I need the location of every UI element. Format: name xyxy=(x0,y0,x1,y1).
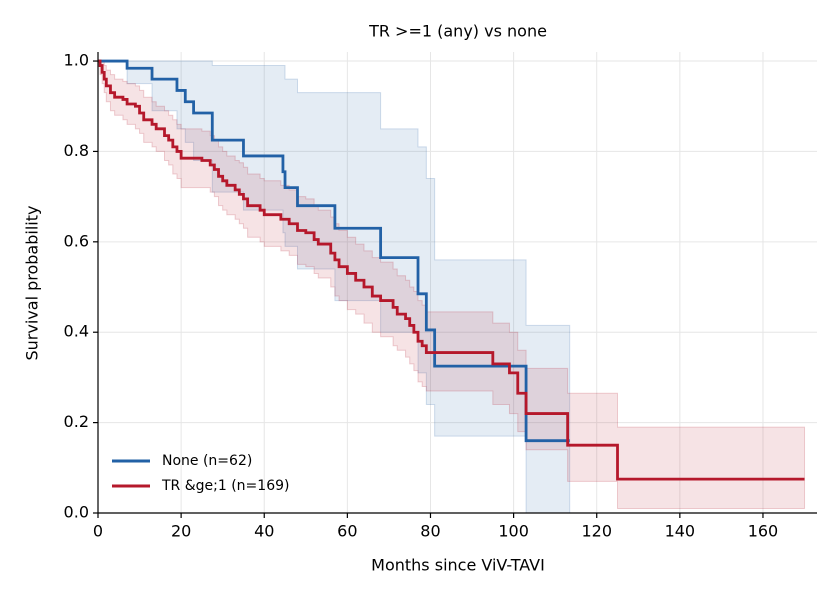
chart-title: TR >=1 (any) vs none xyxy=(368,22,547,41)
y-tick-label: 1.0 xyxy=(64,51,89,70)
x-tick-label: 140 xyxy=(665,522,696,541)
grid xyxy=(97,52,817,514)
y-tick-label: 0.0 xyxy=(64,503,89,522)
x-tick-label: 40 xyxy=(254,522,274,541)
survival-line xyxy=(98,59,570,443)
x-tick-label: 20 xyxy=(171,522,191,541)
x-tick-label: 60 xyxy=(337,522,357,541)
y-tick-label: 0.2 xyxy=(64,412,89,431)
y-axis-label: Survival probability xyxy=(23,206,42,361)
y-tick-label: 0.6 xyxy=(64,231,89,250)
y-tick-label: 0.4 xyxy=(64,322,89,341)
x-tick-label: 120 xyxy=(581,522,612,541)
survival-line xyxy=(98,59,805,481)
x-axis-label: Months since ViV-TAVI xyxy=(371,556,545,575)
y-tick-label: 0.8 xyxy=(64,141,89,160)
x-tick-label: 80 xyxy=(420,522,440,541)
legend-label: None (n=62) xyxy=(162,453,252,469)
legend-label: TR &ge;1 (n=169) xyxy=(161,478,289,494)
x-tick-label: 100 xyxy=(498,522,529,541)
x-tick-label: 0 xyxy=(93,522,103,541)
x-tick-label: 160 xyxy=(748,522,779,541)
